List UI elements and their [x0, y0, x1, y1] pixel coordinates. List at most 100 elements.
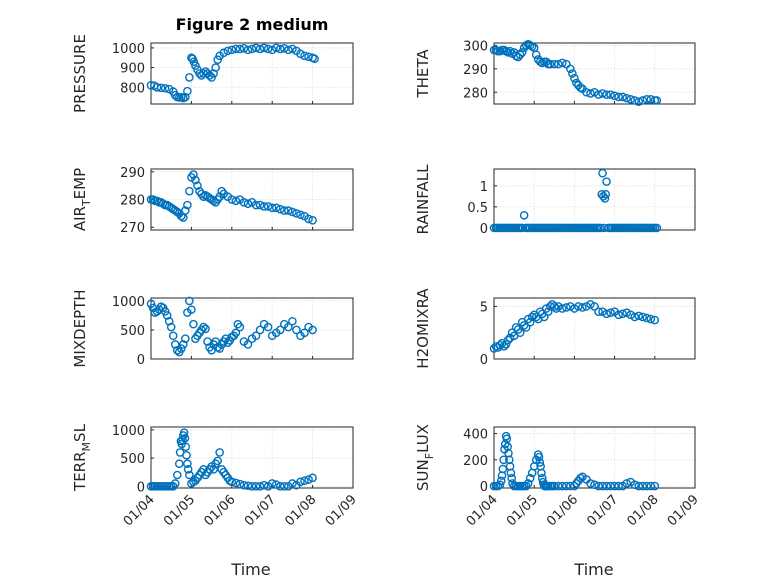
- data-point: [251, 331, 261, 341]
- data-point: [275, 44, 285, 54]
- data-point: [602, 90, 611, 99]
- data-point: [199, 322, 208, 332]
- data-point: [652, 96, 662, 105]
- data-point: [646, 314, 656, 324]
- data-point: [590, 480, 599, 490]
- data-point: [630, 480, 640, 490]
- data-point: [284, 206, 293, 215]
- data-point: [180, 433, 190, 443]
- data-point: [243, 481, 253, 491]
- data-point: [288, 207, 297, 217]
- data-point: [496, 476, 506, 486]
- data-point: [630, 96, 640, 105]
- data-point: [503, 335, 513, 345]
- data-point: [304, 475, 313, 484]
- data-point: [259, 480, 269, 490]
- data-point: [594, 90, 603, 99]
- data-point: [259, 43, 269, 53]
- data-point: [185, 470, 194, 480]
- y-tick-label: 1000: [112, 42, 145, 57]
- x-tick-label: 01/05: [504, 492, 541, 529]
- data-point: [243, 340, 253, 349]
- data-point: [634, 311, 644, 321]
- data-point: [239, 197, 249, 207]
- data-point: [599, 192, 608, 201]
- x-tick-label: 01/05: [161, 492, 198, 529]
- y-tick-label: 0: [137, 353, 145, 368]
- data-point: [243, 199, 253, 208]
- data-point: [594, 307, 603, 316]
- data-point: [211, 63, 220, 72]
- data-point: [558, 481, 567, 491]
- data-point: [255, 44, 265, 54]
- data-point: [499, 342, 509, 351]
- data-point: [568, 69, 577, 78]
- data-point: [558, 58, 567, 68]
- y-tick-label: 0: [480, 353, 488, 368]
- data-point: [160, 83, 170, 93]
- data-point: [606, 90, 615, 99]
- y-tick-label: 500: [120, 324, 145, 339]
- data-point: [191, 175, 200, 185]
- data-point: [618, 92, 627, 102]
- data-point: [634, 97, 644, 106]
- data-point: [501, 339, 511, 349]
- data-point: [223, 338, 233, 348]
- x-tick-label: 01/06: [202, 492, 239, 529]
- data-point: [160, 307, 170, 316]
- data-point: [263, 322, 273, 332]
- data-point: [602, 177, 611, 186]
- x-tick-label: 01/09: [323, 492, 360, 529]
- data-point: [280, 44, 289, 53]
- data-point: [574, 302, 583, 311]
- data-point: [614, 310, 623, 320]
- data-point: [554, 481, 563, 491]
- data-point: [239, 480, 249, 490]
- subplot-1: 800 900 1000 PRESSURE: [71, 34, 354, 113]
- x-tick-label: 01/09: [665, 492, 702, 529]
- data-point: [586, 479, 595, 488]
- data-point: [566, 64, 575, 74]
- y-tick-label: 280: [463, 86, 488, 101]
- y-axis-label: TERRMSL: [71, 423, 93, 492]
- data-point: [498, 464, 508, 474]
- y-axis-label: AIRTEMP: [71, 168, 93, 231]
- data-point: [523, 479, 533, 488]
- data-point: [552, 304, 561, 313]
- data-point: [602, 481, 611, 491]
- x-tick-label: 01/08: [625, 492, 662, 529]
- data-point: [215, 448, 224, 457]
- x-tick-label: 01/06: [544, 492, 581, 529]
- data-point: [182, 450, 191, 460]
- data-point: [578, 303, 587, 312]
- data-point: [534, 452, 544, 462]
- x-tick-label: 01/04: [121, 492, 158, 529]
- data-point: [304, 214, 313, 224]
- data-point: [511, 323, 521, 332]
- data-point: [521, 323, 531, 332]
- data-point: [652, 223, 662, 233]
- x-tick-label: 01/07: [584, 492, 621, 529]
- data-point: [181, 92, 190, 102]
- data-point: [259, 202, 269, 211]
- y-tick-label: 0: [480, 480, 488, 495]
- data-point: [251, 43, 261, 53]
- data-point: [650, 315, 660, 325]
- y-tick-label: 500: [120, 452, 145, 467]
- series-points: [489, 300, 660, 353]
- data-point: [227, 45, 237, 55]
- data-point: [646, 95, 656, 104]
- y-tick-label: 280: [120, 194, 145, 209]
- data-point: [582, 87, 591, 97]
- data-point: [247, 482, 257, 491]
- data-point: [193, 181, 202, 190]
- data-point: [535, 458, 545, 467]
- data-point: [598, 481, 607, 491]
- data-point: [517, 48, 527, 57]
- data-point: [596, 223, 605, 233]
- data-point: [201, 324, 210, 334]
- data-point: [610, 91, 619, 101]
- data-point: [263, 202, 273, 211]
